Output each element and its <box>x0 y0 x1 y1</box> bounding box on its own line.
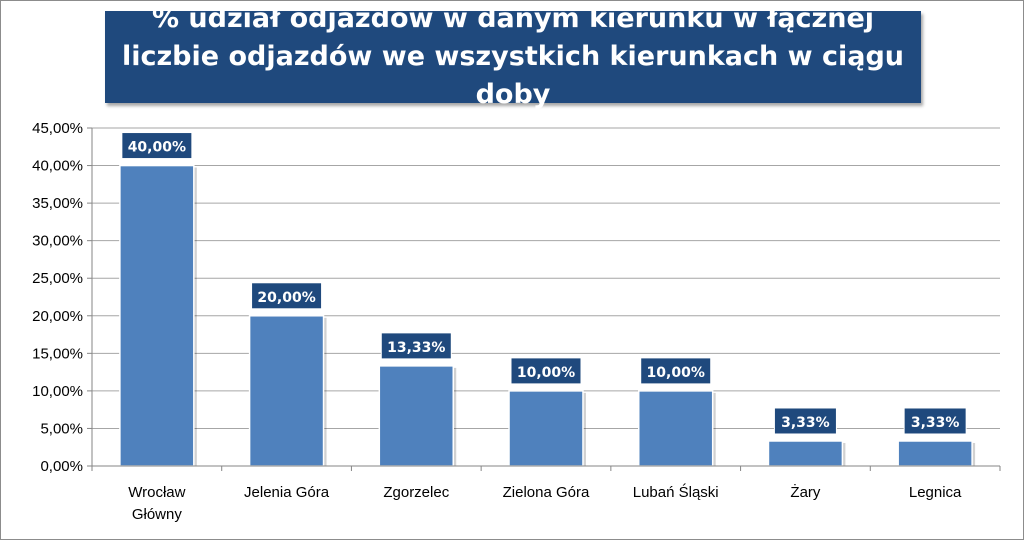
data-label-box <box>251 282 323 310</box>
bar <box>119 164 195 467</box>
y-tick-label: 15,00% <box>32 345 83 362</box>
y-tick-label: 20,00% <box>32 308 83 325</box>
y-tick-label: 5,00% <box>40 420 83 437</box>
bar <box>248 315 325 467</box>
chart-title-box: % udział odjazdów w danym kierunku w łąc… <box>105 3 921 110</box>
data-label: 13,33% <box>387 340 445 356</box>
data-label-box <box>773 407 837 435</box>
data-label: 10,00% <box>647 365 705 381</box>
x-axis: Wrocław Główny Jelenia Góra Zgorzelec Zielon… <box>91 465 1001 523</box>
data-label: 40,00% <box>128 140 186 156</box>
y-axis: 0,00% 5,00% 10,00% 15,00% 20,00% 25,00% 30,00%… <box>32 120 93 475</box>
category-label: Jelenia Góra <box>244 484 330 501</box>
data-label-box <box>640 357 712 385</box>
y-tick-label: 0,00% <box>40 458 83 475</box>
y-tick-label: 10,00% <box>32 383 83 400</box>
data-label: 20,00% <box>257 290 315 306</box>
category-label: Lubań Śląski <box>633 483 719 501</box>
category-label: Zgorzelec <box>383 484 449 501</box>
y-tick-label: 30,00% <box>32 233 83 250</box>
category-label: Żary <box>790 483 821 501</box>
bar <box>767 440 844 467</box>
data-label-box <box>380 332 452 360</box>
data-label-box <box>903 407 967 435</box>
y-tick-label: 45,00% <box>32 120 83 137</box>
category-label: Główny <box>132 506 183 523</box>
category-label: Legnica <box>909 484 962 501</box>
data-labels: 40,00% 20,00% 13,33% 10,00% 10,00% 3,33% 3,33% <box>121 132 967 435</box>
data-label-box <box>510 357 582 385</box>
category-label: Wrocław <box>128 484 185 501</box>
chart-title: % udział odjazdów w danym kierunku w łąc… <box>121 3 905 110</box>
data-label: 10,00% <box>517 365 575 381</box>
category-label: Zielona Góra <box>503 484 590 501</box>
data-label-box <box>121 132 193 160</box>
y-tick-label: 25,00% <box>32 270 83 287</box>
data-label: 3,33% <box>781 415 830 431</box>
bar <box>637 390 714 467</box>
y-tick-label: 35,00% <box>32 195 83 212</box>
bar <box>897 440 973 467</box>
data-label: 3,33% <box>911 415 960 431</box>
y-tick-label: 40,00% <box>32 158 83 175</box>
bar <box>508 390 584 467</box>
bar <box>378 365 455 467</box>
bars <box>119 164 976 467</box>
